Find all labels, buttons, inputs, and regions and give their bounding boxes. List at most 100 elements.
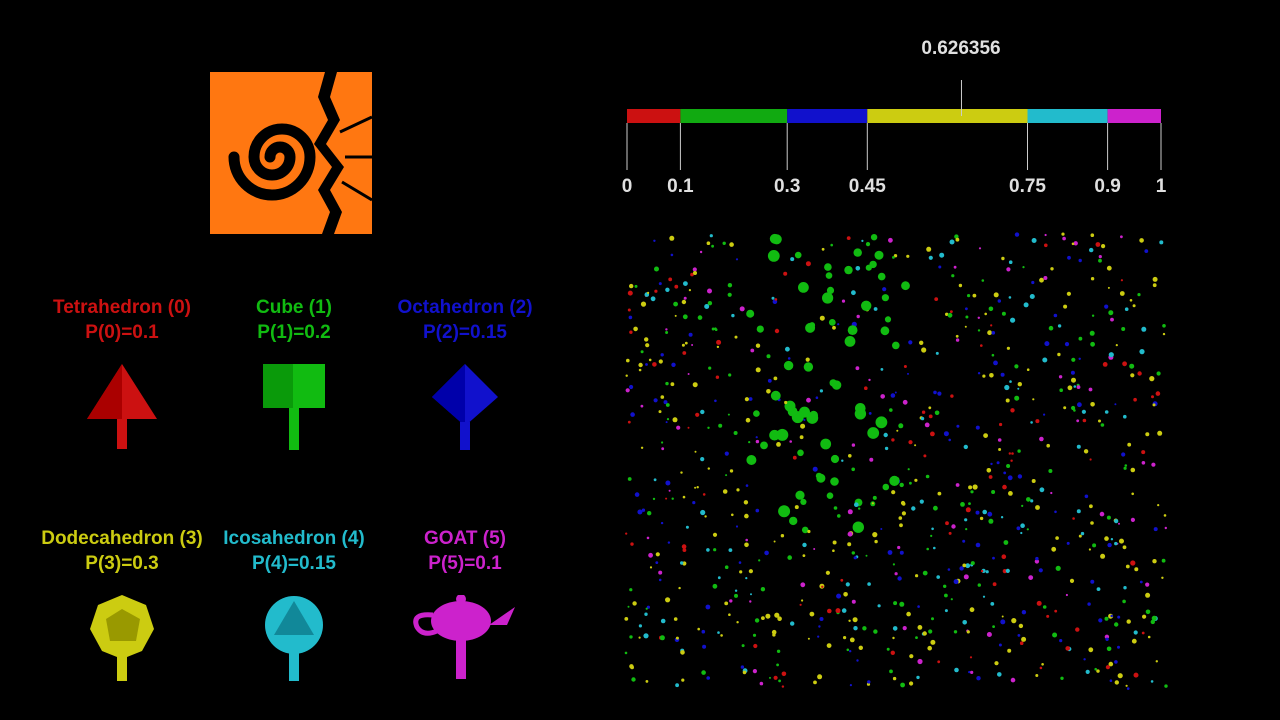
instance-point — [1057, 352, 1061, 357]
instance-point — [790, 621, 795, 626]
instance-point — [1021, 636, 1027, 642]
instance-point — [986, 632, 992, 637]
instance-point — [806, 412, 819, 424]
instance-point — [776, 649, 781, 653]
instance-point — [980, 569, 984, 573]
instance-point — [1002, 484, 1007, 490]
instance-point — [1071, 242, 1075, 246]
instance-point — [754, 618, 760, 623]
instance-point — [661, 441, 664, 444]
instance-point — [847, 531, 853, 537]
instance-point — [665, 328, 668, 331]
instance-point — [1088, 548, 1091, 551]
instance-point — [742, 670, 747, 675]
instance-point — [847, 325, 858, 335]
instance-point — [846, 648, 850, 652]
instance-point — [858, 507, 861, 510]
instance-point — [734, 335, 738, 339]
instance-point — [813, 548, 816, 550]
instance-point — [915, 636, 918, 639]
instance-point — [954, 234, 959, 239]
cdf-tick-label: 0 — [621, 176, 633, 197]
instance-point — [1031, 238, 1037, 243]
instance-point — [1000, 516, 1004, 519]
instance-point — [945, 312, 949, 316]
instance-point — [740, 665, 745, 669]
instance-point — [724, 451, 729, 456]
instance-point — [1155, 391, 1161, 396]
instance-point — [865, 554, 868, 557]
instance-point — [915, 574, 919, 578]
instance-point — [962, 563, 967, 568]
instance-point — [736, 488, 740, 492]
instance-point — [1065, 593, 1068, 597]
instance-point — [1017, 387, 1020, 390]
instance-point — [1021, 610, 1027, 615]
instance-point — [877, 272, 886, 281]
instance-point — [712, 583, 718, 589]
instance-point — [629, 664, 634, 669]
instance-point — [694, 450, 697, 453]
instance-point — [658, 578, 662, 582]
instance-point — [892, 563, 895, 566]
instance-point — [928, 629, 933, 634]
instance-point — [758, 559, 761, 562]
instance-point — [638, 368, 642, 372]
instance-point — [1099, 511, 1105, 517]
instance-point — [874, 250, 884, 260]
instance-point — [899, 523, 903, 528]
instance-point — [1098, 258, 1102, 263]
instance-point — [1063, 304, 1068, 309]
instance-point — [765, 613, 771, 619]
instance-point — [886, 647, 890, 651]
instance-point — [1083, 658, 1086, 661]
instance-point — [1075, 627, 1080, 632]
instance-point — [729, 599, 733, 603]
instance-point — [873, 307, 878, 311]
instance-point — [645, 680, 649, 683]
shape-title: Icosahedron (4) — [223, 528, 365, 549]
instance-point — [646, 605, 650, 609]
instance-point — [1123, 414, 1127, 419]
instance-point — [843, 592, 848, 597]
instance-point — [745, 538, 748, 542]
instance-point — [805, 322, 816, 333]
instance-point — [766, 354, 771, 359]
instance-point — [965, 563, 971, 569]
instance-point — [1039, 487, 1045, 493]
instance-point — [899, 482, 904, 488]
shape-probability: P(0)=0.1 — [85, 322, 159, 343]
instance-point — [1053, 313, 1058, 318]
instance-point — [1042, 605, 1047, 609]
instance-point — [668, 489, 671, 492]
instance-point — [853, 626, 858, 631]
instance-point — [771, 234, 782, 245]
instance-point — [801, 526, 809, 534]
instance-point — [717, 631, 720, 634]
instance-point — [867, 582, 871, 586]
instance-point — [1062, 236, 1066, 241]
instance-point — [700, 409, 705, 415]
instance-point — [967, 294, 971, 298]
instance-point — [954, 667, 959, 673]
instance-point — [702, 644, 707, 649]
instance-point — [1121, 452, 1126, 457]
instanced-points-field — [624, 232, 1168, 690]
instance-point — [893, 601, 898, 606]
instance-point — [789, 440, 792, 443]
instance-point — [1104, 536, 1109, 541]
instance-point — [781, 685, 785, 688]
instance-point — [930, 431, 935, 437]
instance-point — [937, 491, 942, 496]
instance-point — [665, 421, 668, 424]
instance-point — [822, 292, 834, 304]
instance-point — [1083, 449, 1089, 454]
shape-probability: P(2)=0.15 — [423, 322, 507, 343]
instance-point — [806, 397, 811, 403]
instance-point — [907, 372, 909, 375]
instance-point — [1021, 504, 1024, 507]
instance-point — [871, 502, 874, 505]
cdf-segment — [627, 109, 681, 123]
instance-point — [648, 552, 653, 558]
instance-point — [644, 337, 649, 342]
